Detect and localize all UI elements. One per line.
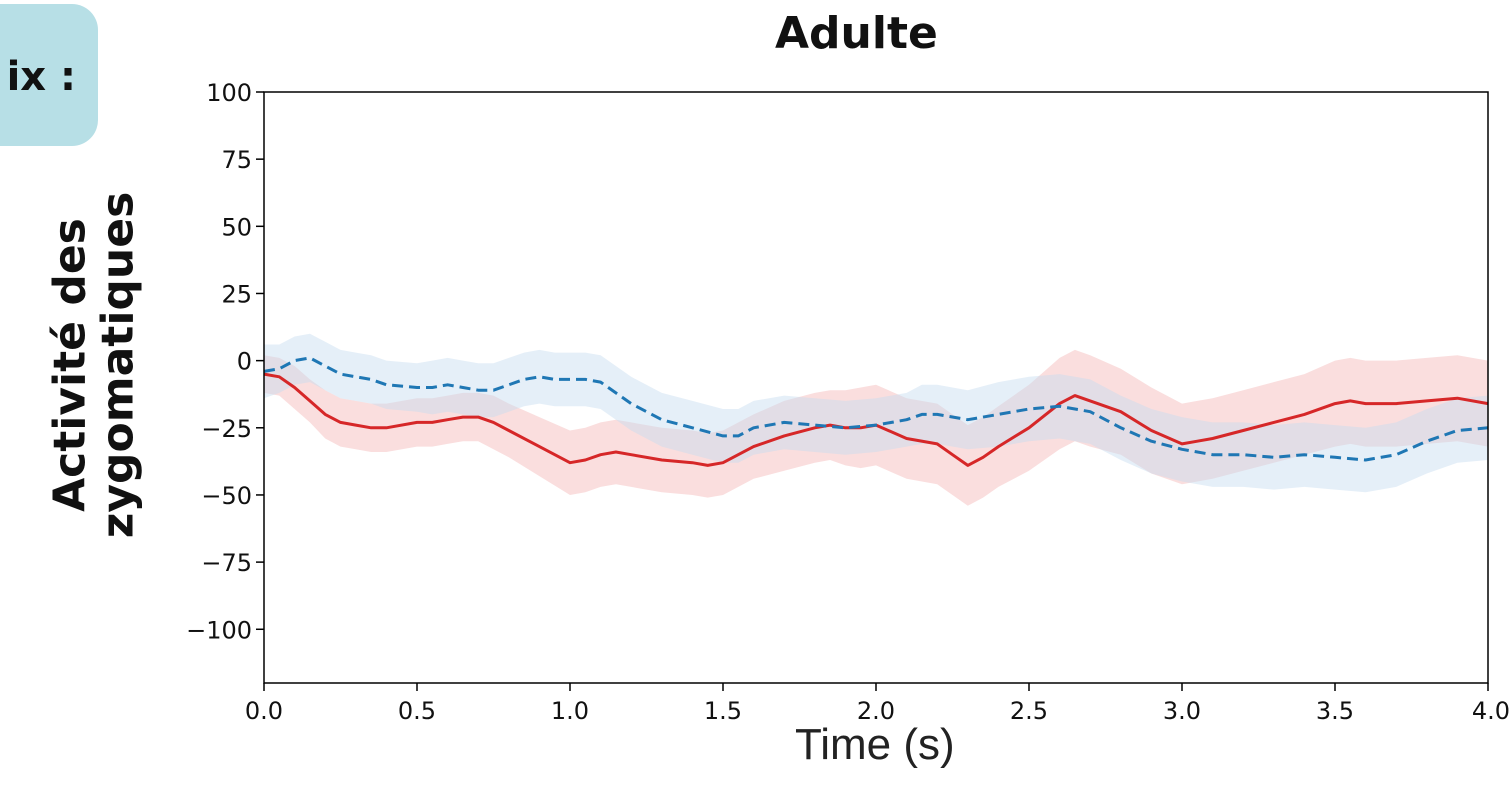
y-tick-label: 0 <box>237 348 252 376</box>
x-tick-label: 2.5 <box>1010 697 1048 720</box>
x-tick-label: 1.0 <box>551 697 589 720</box>
x-tick-label: 0.5 <box>398 697 436 720</box>
series-lines <box>263 356 1489 467</box>
x-axis-label: Time (s) <box>795 720 955 769</box>
y-tick-label: 75 <box>221 146 252 174</box>
badge-text: ix : <box>6 54 76 100</box>
line-chart: 0.0 0.5 1.0 1.5 2.0 2.5 3.0 3.5 4.0 100 75 50 25 0 −25… <box>186 79 1510 720</box>
y-tick-label: −75 <box>201 549 252 577</box>
confidence-bands <box>264 333 1488 506</box>
chart-title: Adulte <box>775 8 938 59</box>
x-tick-label: 2.0 <box>857 697 895 720</box>
y-tick-label: 50 <box>221 213 252 241</box>
x-tick-label: 0.0 <box>245 697 283 720</box>
x-tick-label: 1.5 <box>704 697 742 720</box>
x-tick-label: 3.5 <box>1316 697 1354 720</box>
x-tick-label: 4.0 <box>1472 697 1510 720</box>
title-badge: ix : <box>0 4 98 146</box>
y-tick-label: −25 <box>201 415 252 443</box>
y-tick-label: 100 <box>206 79 252 107</box>
y-tick-label: −100 <box>186 616 252 644</box>
y-tick-label: 25 <box>221 280 252 308</box>
x-tick-label: 3.0 <box>1163 697 1201 720</box>
series-1-band <box>264 349 1488 506</box>
axis-ticks: 0.0 0.5 1.0 1.5 2.0 2.5 3.0 3.5 4.0 100 75 50 25 0 −25… <box>186 79 1510 720</box>
series-2-band <box>264 333 1488 493</box>
series-2-line <box>263 356 1489 462</box>
y-tick-label: −50 <box>201 482 252 510</box>
